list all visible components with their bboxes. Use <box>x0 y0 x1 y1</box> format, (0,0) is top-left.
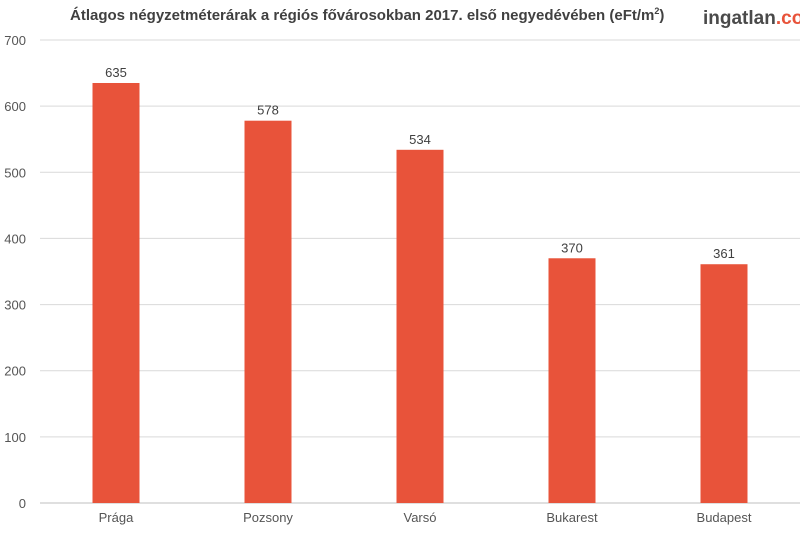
bar <box>92 82 140 503</box>
brand-logo: ingatlan.com <box>703 8 800 30</box>
logo-text-domain: .com <box>775 8 800 29</box>
y-tick-label: 500 <box>4 165 26 180</box>
y-tick-label: 700 <box>4 33 26 48</box>
chart-title-superscript: 2 <box>654 6 660 16</box>
y-tick-label: 300 <box>4 298 26 313</box>
y-tick-label: 600 <box>4 99 26 114</box>
y-tick-label: 0 <box>19 496 26 511</box>
bar <box>548 258 596 503</box>
bar <box>700 264 748 503</box>
data-label: 578 <box>257 103 279 118</box>
data-label: 370 <box>561 240 583 255</box>
y-tick-label: 100 <box>4 430 26 445</box>
x-tick-label: Budapest <box>697 510 752 525</box>
x-tick-label: Bukarest <box>546 510 598 525</box>
logo-text-main: ingatlan <box>703 8 776 29</box>
y-tick-label: 400 <box>4 231 26 246</box>
data-label: 361 <box>713 246 735 261</box>
bar <box>244 120 292 504</box>
x-tick-label: Prága <box>99 510 134 525</box>
chart-title: Átlagos négyzetméterárak a régiós főváro… <box>70 6 664 24</box>
y-tick-label: 200 <box>4 364 26 379</box>
data-label: 635 <box>105 65 127 80</box>
chart-title-text: Átlagos négyzetméterárak a régiós főváro… <box>70 7 655 24</box>
data-label: 534 <box>409 132 431 147</box>
x-tick-label: Pozsony <box>243 510 293 525</box>
chart-title-suffix: ) <box>659 7 665 24</box>
x-tick-label: Varsó <box>404 510 437 525</box>
bar <box>396 149 444 503</box>
